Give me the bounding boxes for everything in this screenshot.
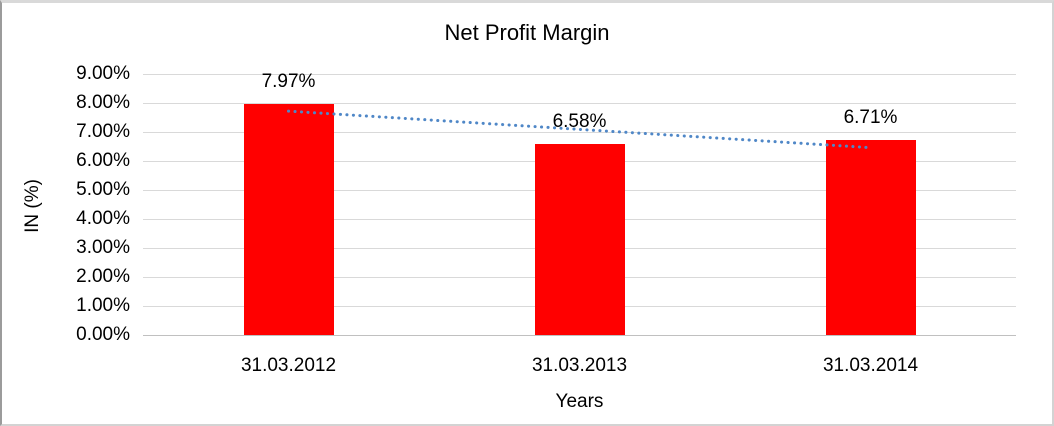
x-category-label: 31.03.2014 [822,355,919,376]
y-tick-label: 9.00% [76,63,130,84]
gridline [143,73,1016,75]
gridline [143,102,1016,104]
x-category-label: 31.03.2012 [240,355,337,376]
data-label: 6.71% [843,107,898,129]
bar-31.03.2013[interactable] [534,144,625,335]
x-axis-line [143,334,1016,336]
bar-31.03.2014[interactable] [825,140,916,335]
y-tick-label: 5.00% [76,179,130,200]
bar-31.03.2012[interactable] [243,103,334,335]
y-tick-label: 6.00% [76,150,130,171]
x-axis-title: Years [555,391,604,412]
y-tick-label: 4.00% [76,208,130,229]
y-tick-label: 7.00% [76,121,130,142]
trendline-line[interactable] [287,109,872,150]
data-label: 7.97% [261,70,316,92]
trendline[interactable] [143,74,1016,335]
y-tick-label: 0.00% [76,324,130,345]
gridline [143,131,1016,133]
data-label: 6.58% [552,111,607,133]
x-category-label: 31.03.2013 [531,355,628,376]
y-tick-label: 3.00% [76,237,130,258]
y-tick-label: 1.00% [76,295,130,316]
y-tick-label: 8.00% [76,92,130,113]
y-tick-label: 2.00% [76,266,130,287]
chart-title: Net Profit Margin [444,20,610,45]
